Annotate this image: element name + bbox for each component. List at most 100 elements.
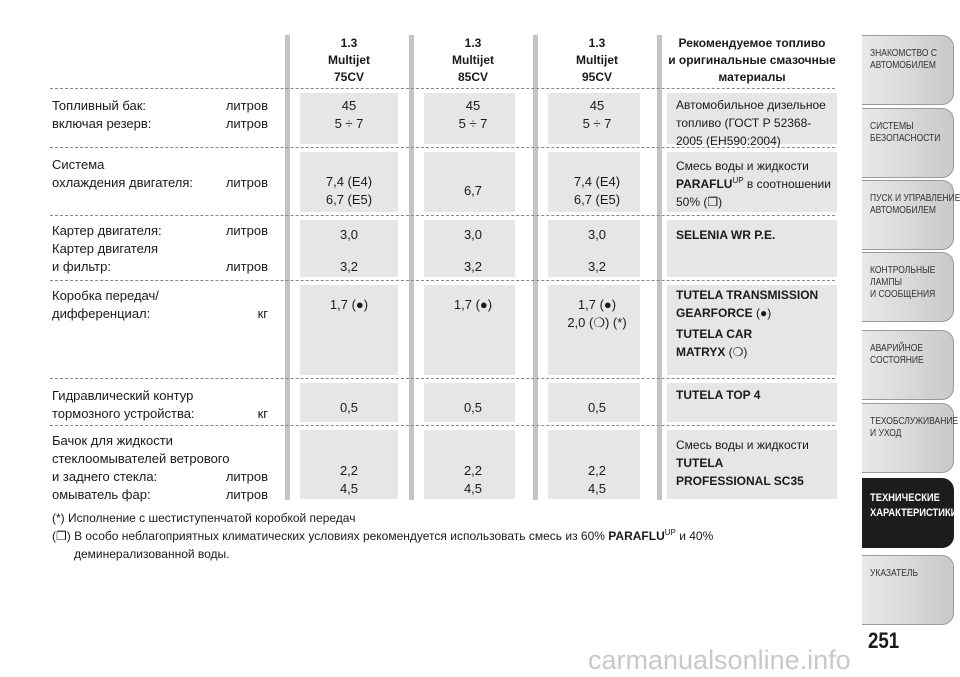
cell-value: 6,7 (E5) [573, 192, 621, 207]
row-label: стеклоомывателей ветрового [52, 451, 230, 466]
cell-shade [667, 93, 837, 144]
row-separator [50, 280, 835, 281]
cell-value: 3,0 [587, 227, 607, 242]
row-label: Коробка передач/ [52, 288, 159, 303]
cell-value: 0,5 [339, 400, 359, 415]
cell-value: 0,5 [587, 400, 607, 415]
column-divider [285, 35, 290, 500]
cell-value: 45 [589, 98, 605, 113]
unit: литров [225, 98, 268, 113]
cell-shade [667, 430, 837, 499]
cell-value: 3,0 [463, 227, 483, 242]
row-separator [50, 88, 835, 89]
column-header: Multijet [452, 53, 494, 67]
cell-value: 3,0 [339, 227, 359, 242]
row-label: охлаждения двигателя: [52, 175, 194, 190]
cell-shade [300, 383, 398, 422]
text-run: деминерализованной воды. [74, 547, 230, 561]
row-label: тормозного устройства: [52, 406, 195, 421]
text-run: 2005 (EH590:2004) [676, 134, 781, 148]
fuel-text: 50% (❒) [676, 194, 722, 211]
section-tab[interactable]: ЗНАКОМСТВО С АВТОМОБИЛЕМ [862, 35, 954, 105]
fuel-text: топливо (ГОСТ Р 52368- [676, 115, 811, 132]
text-run: (●) [752, 306, 772, 320]
fuel-text: Автомобильное дизельное [676, 97, 826, 114]
tab-label: АВТОМОБИЛЕМ [870, 60, 936, 71]
cell-shade [300, 220, 398, 277]
page-number: 251 [868, 628, 900, 653]
cell-value: 3,2 [339, 259, 359, 274]
column-header: 1.3 [464, 36, 482, 50]
column-divider [409, 35, 414, 500]
unit: кг [257, 306, 268, 321]
text-run: TUTELA CAR [676, 327, 753, 341]
unit: литров [225, 116, 268, 131]
tab-label: И СООБЩЕНИЯ [870, 289, 936, 300]
cell-value: 2,2 [463, 463, 483, 478]
text-run: MATRYX [676, 345, 726, 359]
section-tab[interactable]: СИСТЕМЫ БЕЗОПАСНОСТИ [862, 108, 954, 178]
cell-shade [548, 430, 640, 499]
text-run: Смесь воды и жидкости [676, 438, 809, 452]
cell-shade [300, 285, 398, 375]
fuel-text: SELENIA WR P.E. [676, 227, 775, 244]
unit: литров [225, 487, 268, 502]
cell-value: 4,5 [587, 481, 607, 496]
section-tab[interactable]: ТЕХНИЧЕСКИЕ ХАРАКТЕРИСТИКИ [862, 478, 957, 548]
section-tab[interactable]: УКАЗАТЕЛЬ [862, 555, 954, 625]
tab-label: АВАРИЙНОЕ [870, 343, 924, 354]
cell-shade [667, 220, 837, 277]
text-run: топливо (ГОСТ Р 52368- [676, 116, 812, 130]
unit: литров [225, 469, 268, 484]
tab-label: И УХОД [870, 428, 902, 439]
cell-shade [424, 383, 515, 422]
text-run: PARAFLU [676, 177, 733, 191]
section-tab[interactable]: КОНТРОЛЬНЫЕ ЛАМПЫ И СООБЩЕНИЯ [862, 252, 954, 322]
text-run: TUTELA TOP 4 [676, 388, 761, 402]
text-run: (❍) [725, 345, 748, 359]
tab-label: УКАЗАТЕЛЬ [870, 568, 919, 579]
text-run: 50% (❒) [676, 195, 723, 209]
section-tab[interactable]: ТЕХОБСЛУЖИВАНИЕ И УХОД [862, 403, 958, 473]
tab-label: СИСТЕМЫ [870, 121, 914, 132]
fuel-text: MATRYX (❍) [676, 344, 747, 361]
cell-shade [667, 383, 837, 422]
fuel-text: PROFESSIONAL SC35 [676, 473, 804, 490]
text-run: UP [732, 176, 744, 185]
cell-value: 1,7 (●) [329, 297, 369, 312]
text-run: Автомобильное дизельное [676, 98, 826, 112]
cell-shade [300, 93, 398, 144]
cell-value: 4,5 [339, 481, 359, 496]
cell-shade [548, 152, 640, 212]
footnote: (❒) В особо неблагоприятных климатически… [52, 528, 713, 545]
section-tab[interactable]: ПУСК И УПРАВЛЕНИЕ АВТОМОБИЛЕМ [862, 180, 960, 250]
text-run: PARAFLU [608, 529, 665, 543]
cell-shade [300, 430, 398, 499]
tab-label: ТЕХОБСЛУЖИВАНИЕ [870, 416, 959, 427]
tab-label: ТЕХНИЧЕСКИЕ [870, 492, 940, 504]
tab-label: ЛАМПЫ [870, 277, 902, 288]
section-tab[interactable]: АВАРИЙНОЕ СОСТОЯНИЕ [862, 330, 954, 400]
cell-value: 45 [465, 98, 481, 113]
fuel-text: GEARFORCE (●) [676, 305, 771, 322]
tab-label: ЗНАКОМСТВО С [870, 48, 938, 59]
cell-shade [548, 383, 640, 422]
tab-label: АВТОМОБИЛЕМ [870, 205, 936, 216]
unit: литров [225, 259, 268, 274]
cell-value: 6,7 (E5) [325, 192, 373, 207]
cell-value: 0,5 [463, 400, 483, 415]
row-label: омыватель фар: [52, 487, 151, 502]
column-header: 85CV [457, 70, 489, 84]
column-divider [533, 35, 538, 500]
cell-value: 6,7 [463, 183, 483, 198]
cell-shade [424, 152, 515, 212]
fuel-text: TUTELA CAR [676, 326, 752, 343]
cell-value: 1,7 (●) [577, 297, 617, 312]
column-header: Рекомендуемое топливо [678, 36, 826, 50]
cell-shade [424, 93, 515, 144]
cell-shade [548, 220, 640, 277]
cell-shade [424, 285, 515, 375]
cell-value: 2,0 (❍) (*) [567, 315, 627, 330]
cell-value: 45 [341, 98, 357, 113]
text-run: TUTELA [676, 456, 724, 470]
